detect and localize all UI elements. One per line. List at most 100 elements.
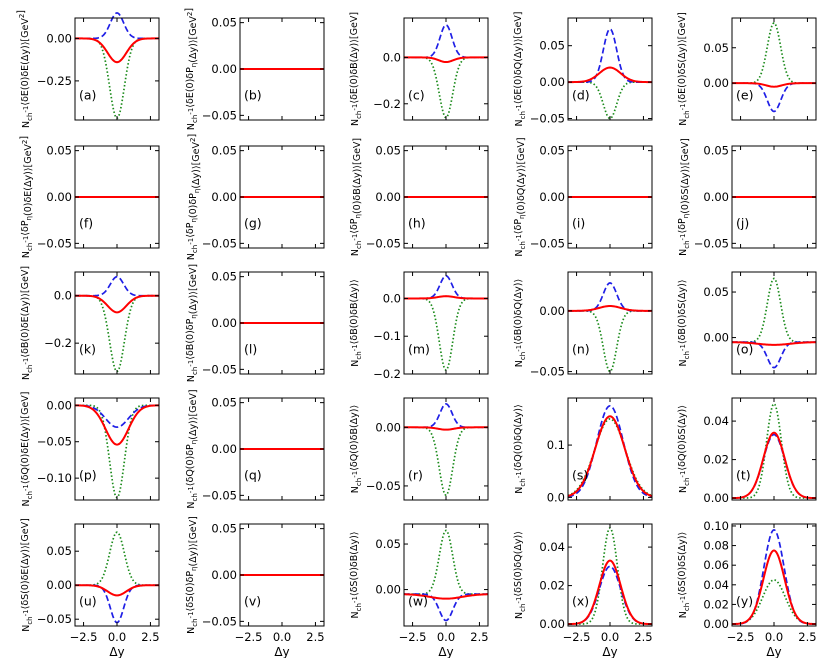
- y-tick-label: 0.05: [539, 144, 565, 158]
- plot-frame: [403, 17, 489, 121]
- y-axis-label: Nch-1⟨δB(0)δB(Δy)⟩: [349, 279, 363, 366]
- series-line-green: [404, 426, 488, 497]
- series-line-green: [732, 21, 816, 85]
- y-tick-label: 0.05: [211, 522, 237, 536]
- y-tick-label: 0.00: [211, 316, 237, 330]
- plot-frame: [403, 397, 489, 501]
- x-tick-label: −2.5: [563, 630, 591, 644]
- series-line-red: [75, 294, 159, 314]
- y-tick-label: 0.0: [383, 291, 401, 305]
- y-tick-label: 0.00: [211, 568, 237, 582]
- panel-l: 0.05 0.00 −0.05 (l) Nch-1⟨δB(0)δPη(Δy)⟩[GeV]: [185, 264, 325, 382]
- y-tick-label: 0.04: [703, 578, 729, 592]
- y-tick-label: −0.05: [202, 488, 237, 502]
- y-axis-label: Nch-1⟨δS(0)δE(Δy)⟩[GeV]: [20, 518, 34, 632]
- y-tick-label: 0.00: [539, 75, 565, 89]
- y-axis-label: Nch-1⟨δE(0)δPη(Δy)⟩[GeV2]: [184, 8, 199, 130]
- y-tick-label: 0.06: [703, 558, 729, 572]
- y-tick-label: −0.10: [37, 471, 72, 485]
- y-tick-label: −0.05: [530, 112, 565, 126]
- y-tick-label: 0.04: [703, 414, 729, 428]
- y-axis-label: Nch-1⟨δS(0)δS(Δy)⟩: [677, 532, 691, 618]
- panel-label: (t): [736, 468, 751, 483]
- y-tick-label: −0.05: [530, 365, 565, 379]
- y-axis-label: Nch-1⟨δQ(0)δPη(Δy)⟩[GeV]: [185, 389, 199, 508]
- series-line-blue: [74, 404, 160, 428]
- y-axis-label: Nch-1⟨δPη(0)δS(Δy)⟩[GeV]: [677, 138, 691, 256]
- y-tick-label: −0.1: [373, 329, 401, 343]
- series-line-red: [403, 593, 489, 600]
- series-line-green: [404, 529, 488, 595]
- x-tick-label: 2.5: [141, 630, 159, 644]
- y-tick-label: 0.00: [211, 442, 237, 456]
- y-axis-label: Nch-1⟨δQ(0)δS(Δy)⟩: [677, 405, 691, 493]
- panel-f: 0.05 0.00 −0.05 (f) Nch-1⟨δPη(0)δE(Δy)⟩[GeV2…: [19, 136, 160, 258]
- y-tick-label: −0.05: [202, 236, 237, 250]
- panel-label: (j): [736, 216, 749, 231]
- panel-label: (d): [572, 88, 590, 103]
- x-tick-label: 2.5: [634, 630, 652, 644]
- series-line-green: [404, 297, 488, 372]
- panel-label: (b): [244, 88, 262, 103]
- y-axis-label: Nch-1⟨δB(0)δQ(Δy)⟩: [513, 279, 527, 367]
- y-tick-label: 0.00: [375, 420, 401, 434]
- panel-h: 0.05 0.00 −0.05 (h) Nch-1⟨δPη(0)δB(Δy)⟩[GeV]: [349, 138, 489, 256]
- panel-label: (u): [79, 594, 97, 609]
- y-tick-label: 0.02: [703, 453, 729, 467]
- panel-label: (v): [244, 594, 261, 609]
- y-tick-label: 0.00: [703, 331, 729, 345]
- y-tick-label: 0.00: [211, 190, 237, 204]
- y-axis-label: Nch-1⟨δB(0)δE(Δy)⟩[GeV]: [20, 266, 34, 380]
- x-tick-label: 0.0: [765, 630, 783, 644]
- y-tick-label: 0.0: [383, 50, 401, 64]
- y-tick-label: 0.05: [703, 144, 729, 158]
- plot-frame: [74, 397, 160, 501]
- y-tick-label: 0.04: [539, 540, 565, 554]
- panel-label: (s): [572, 468, 588, 483]
- panel-k: 0.0 −0.2 (k) Nch-1⟨δB(0)δE(Δy)⟩[GeV]: [20, 266, 160, 380]
- panel-label: (k): [79, 342, 96, 357]
- y-tick-label: 0.02: [539, 579, 565, 593]
- plot-frame: [731, 17, 817, 121]
- y-tick-label: −0.2: [373, 367, 401, 381]
- panel-b: 0.05 0.00 −0.05 (b) Nch-1⟨δE(0)δPη(Δy)⟩[GeV2…: [184, 8, 325, 130]
- panel-label: (f): [79, 216, 93, 231]
- panel-n: 0.00 −0.05 (n) Nch-1⟨δB(0)δQ(Δy)⟩: [513, 271, 653, 379]
- y-tick-label: 0.02: [703, 597, 729, 611]
- panel-label: (e): [736, 88, 753, 103]
- series-line-blue: [732, 528, 816, 625]
- panel-label: (w): [408, 594, 428, 609]
- y-tick-label: −0.2: [373, 97, 401, 111]
- x-axis-label: Δy: [602, 645, 617, 658]
- panel-label: (r): [408, 468, 423, 483]
- panel-w: −2.5 0.0 2.5 Δy 0.05 0.00 (w) Nch-1⟨δS(0)δB(Δy)…: [349, 523, 489, 658]
- panel-label: (q): [244, 468, 262, 483]
- plot-frame: [731, 271, 817, 375]
- panel-j: 0.05 0.00 −0.05 (j) Nch-1⟨δPη(0)δS(Δy)⟩[GeV]: [677, 138, 817, 256]
- y-tick-label: −0.05: [202, 108, 237, 122]
- panel-a: 0.00 −0.25 (a) Nch-1⟨δE(0)δE(Δy)⟩[GeV2]: [16, 10, 160, 128]
- panel-r: 0.00 −0.05 (r) Nch-1⟨δQ(0)δB(Δy)⟩: [349, 397, 489, 501]
- y-axis-label: Nch-1⟨δPη(0)δB(Δy)⟩[GeV]: [349, 138, 363, 256]
- panel-s: 0.1 0.0 (s) Nch-1⟨δQ(0)δQ(Δy)⟩: [513, 397, 653, 504]
- panel-label: (m): [408, 342, 430, 357]
- y-axis-label: Nch-1⟨δPη(0)δE(Δy)⟩[GeV2]: [19, 136, 34, 258]
- y-tick-label: 0.05: [703, 41, 729, 55]
- panel-x: −2.5 0.0 2.5 Δy 0.04 0.02 0.00 (x) Nch-1⟨δS(0)δQ…: [513, 523, 653, 658]
- y-tick-label: −0.05: [37, 435, 72, 449]
- y-tick-label: −0.05: [202, 362, 237, 376]
- panel-label: (h): [408, 216, 426, 231]
- x-axis-label: Δy: [109, 645, 124, 658]
- panel-label: (l): [244, 342, 257, 357]
- plot-frame: [731, 397, 817, 501]
- plot-frame: [74, 523, 160, 627]
- series-line-red: [75, 37, 159, 64]
- plot-frame: [567, 17, 653, 121]
- panel-label: (g): [244, 216, 262, 231]
- y-tick-label: 0.00: [703, 76, 729, 90]
- panel-d: 0.05 0.00 −0.05 (d) Nch-1⟨δE(0)δQ(Δy)⟩[GeV]: [513, 11, 653, 127]
- y-tick-label: 0.00: [703, 190, 729, 204]
- series-line-red: [404, 295, 488, 300]
- y-tick-label: 0.00: [539, 190, 565, 204]
